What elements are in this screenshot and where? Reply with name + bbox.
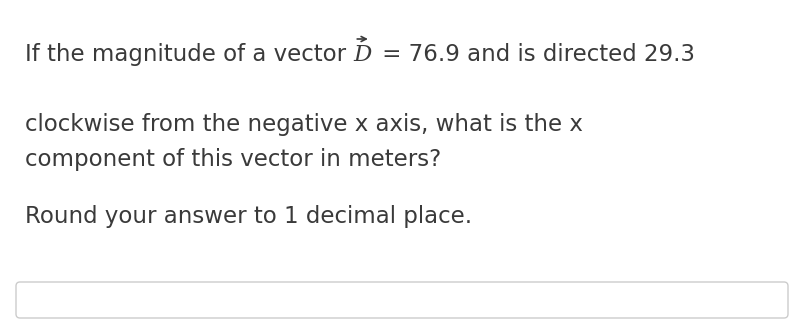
Text: = 76.9 and is directed 29.3: = 76.9 and is directed 29.3 [374,43,694,66]
Text: If the magnitude of a vector: If the magnitude of a vector [25,43,353,66]
Text: component of this vector in meters?: component of this vector in meters? [25,148,441,171]
Text: Round your answer to 1 decimal place.: Round your answer to 1 decimal place. [25,205,471,228]
Text: clockwise from the negative x axis, what is the x: clockwise from the negative x axis, what… [25,113,582,136]
FancyBboxPatch shape [16,282,787,318]
Text: D: D [353,44,371,66]
